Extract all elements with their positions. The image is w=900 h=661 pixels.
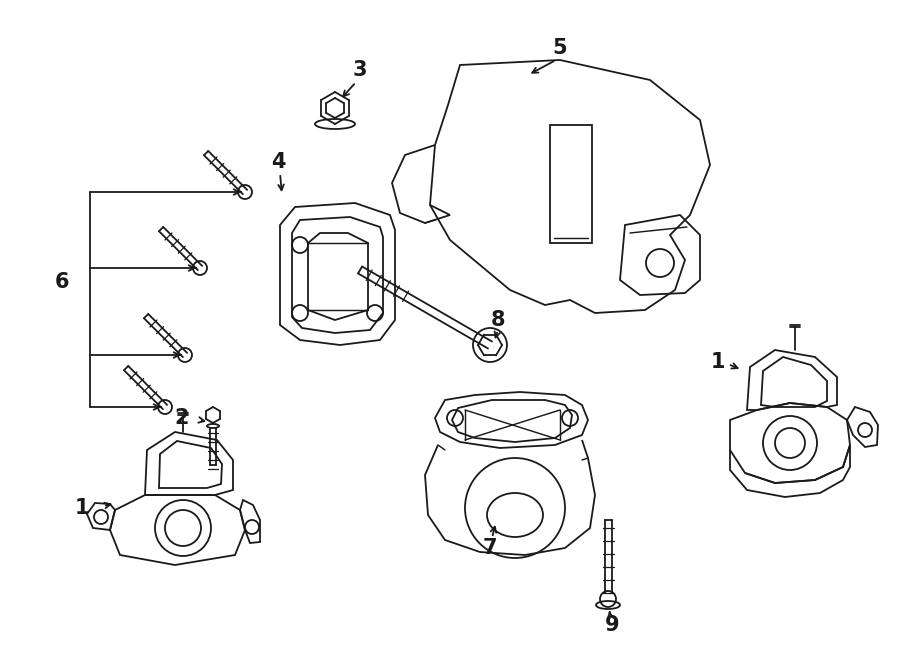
Text: 4: 4: [271, 152, 285, 172]
Text: 1: 1: [711, 352, 725, 372]
Text: 1: 1: [75, 498, 89, 518]
Text: 3: 3: [353, 60, 367, 80]
Text: 9: 9: [605, 615, 619, 635]
Text: 2: 2: [175, 408, 189, 428]
Text: 8: 8: [491, 310, 505, 330]
Text: 7: 7: [482, 538, 497, 558]
Text: 6: 6: [55, 272, 69, 292]
Text: 5: 5: [553, 38, 567, 58]
